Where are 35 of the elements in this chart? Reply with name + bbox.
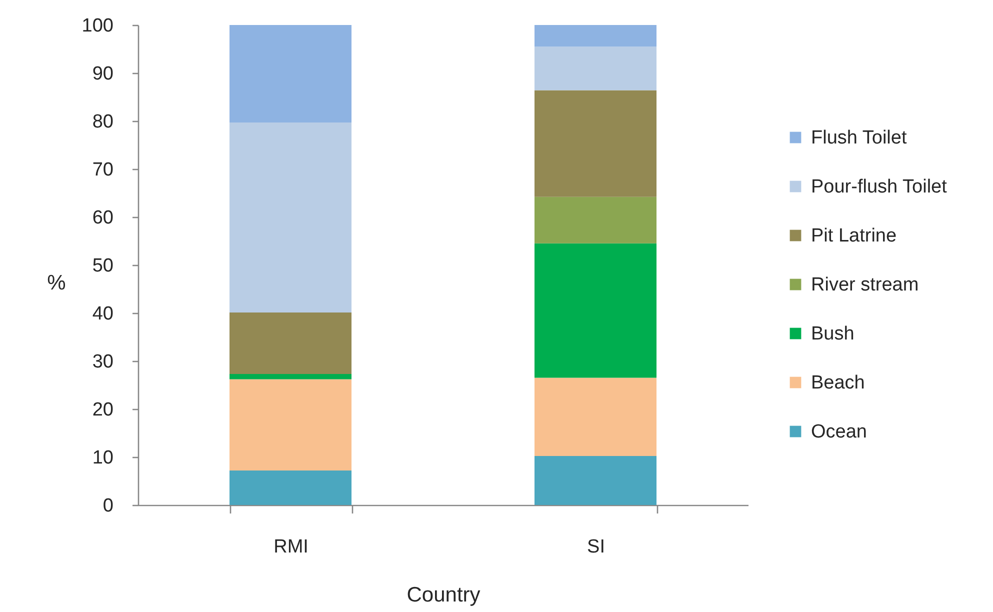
bar — [230, 25, 352, 122]
y-tick-label: 20 — [92, 400, 114, 420]
y-tick-label: 60 — [92, 208, 114, 228]
bar — [534, 456, 656, 505]
y-tick-label: 0 — [102, 496, 114, 516]
legend-label: Flush Toilet — [811, 128, 908, 148]
y-tick-label: 10 — [92, 448, 114, 468]
y-axis-title: % — [47, 272, 66, 294]
bar — [230, 470, 352, 505]
x-axis-title: Country — [406, 584, 481, 606]
bar — [534, 196, 656, 244]
y-tick-label: 50 — [92, 256, 114, 276]
x-tick-label: RMI — [274, 536, 308, 558]
y-tick-label: 30 — [92, 352, 114, 372]
y-tick-label: 90 — [92, 64, 114, 84]
legend-label: Ocean — [811, 422, 867, 442]
legend-label: Beach — [811, 372, 865, 394]
legend-label: Pit Latrine — [811, 226, 897, 246]
bar — [534, 90, 656, 197]
legend-label: Pour-flush Toilet — [811, 176, 948, 198]
bar — [230, 312, 352, 374]
y-tick-label: 80 — [92, 112, 114, 132]
legend-label: Bush — [811, 324, 854, 344]
bar — [230, 374, 352, 380]
bar — [534, 25, 656, 47]
bar — [230, 122, 352, 313]
legend-label: River stream — [811, 274, 919, 296]
bar — [534, 243, 656, 378]
x-tick-label: SI — [587, 536, 605, 558]
bar — [230, 379, 352, 470]
y-tick-label: 70 — [92, 160, 114, 180]
bar — [534, 378, 656, 456]
bar — [534, 46, 656, 90]
y-tick-label: 100 — [82, 16, 114, 36]
y-tick-label: 40 — [92, 304, 114, 324]
